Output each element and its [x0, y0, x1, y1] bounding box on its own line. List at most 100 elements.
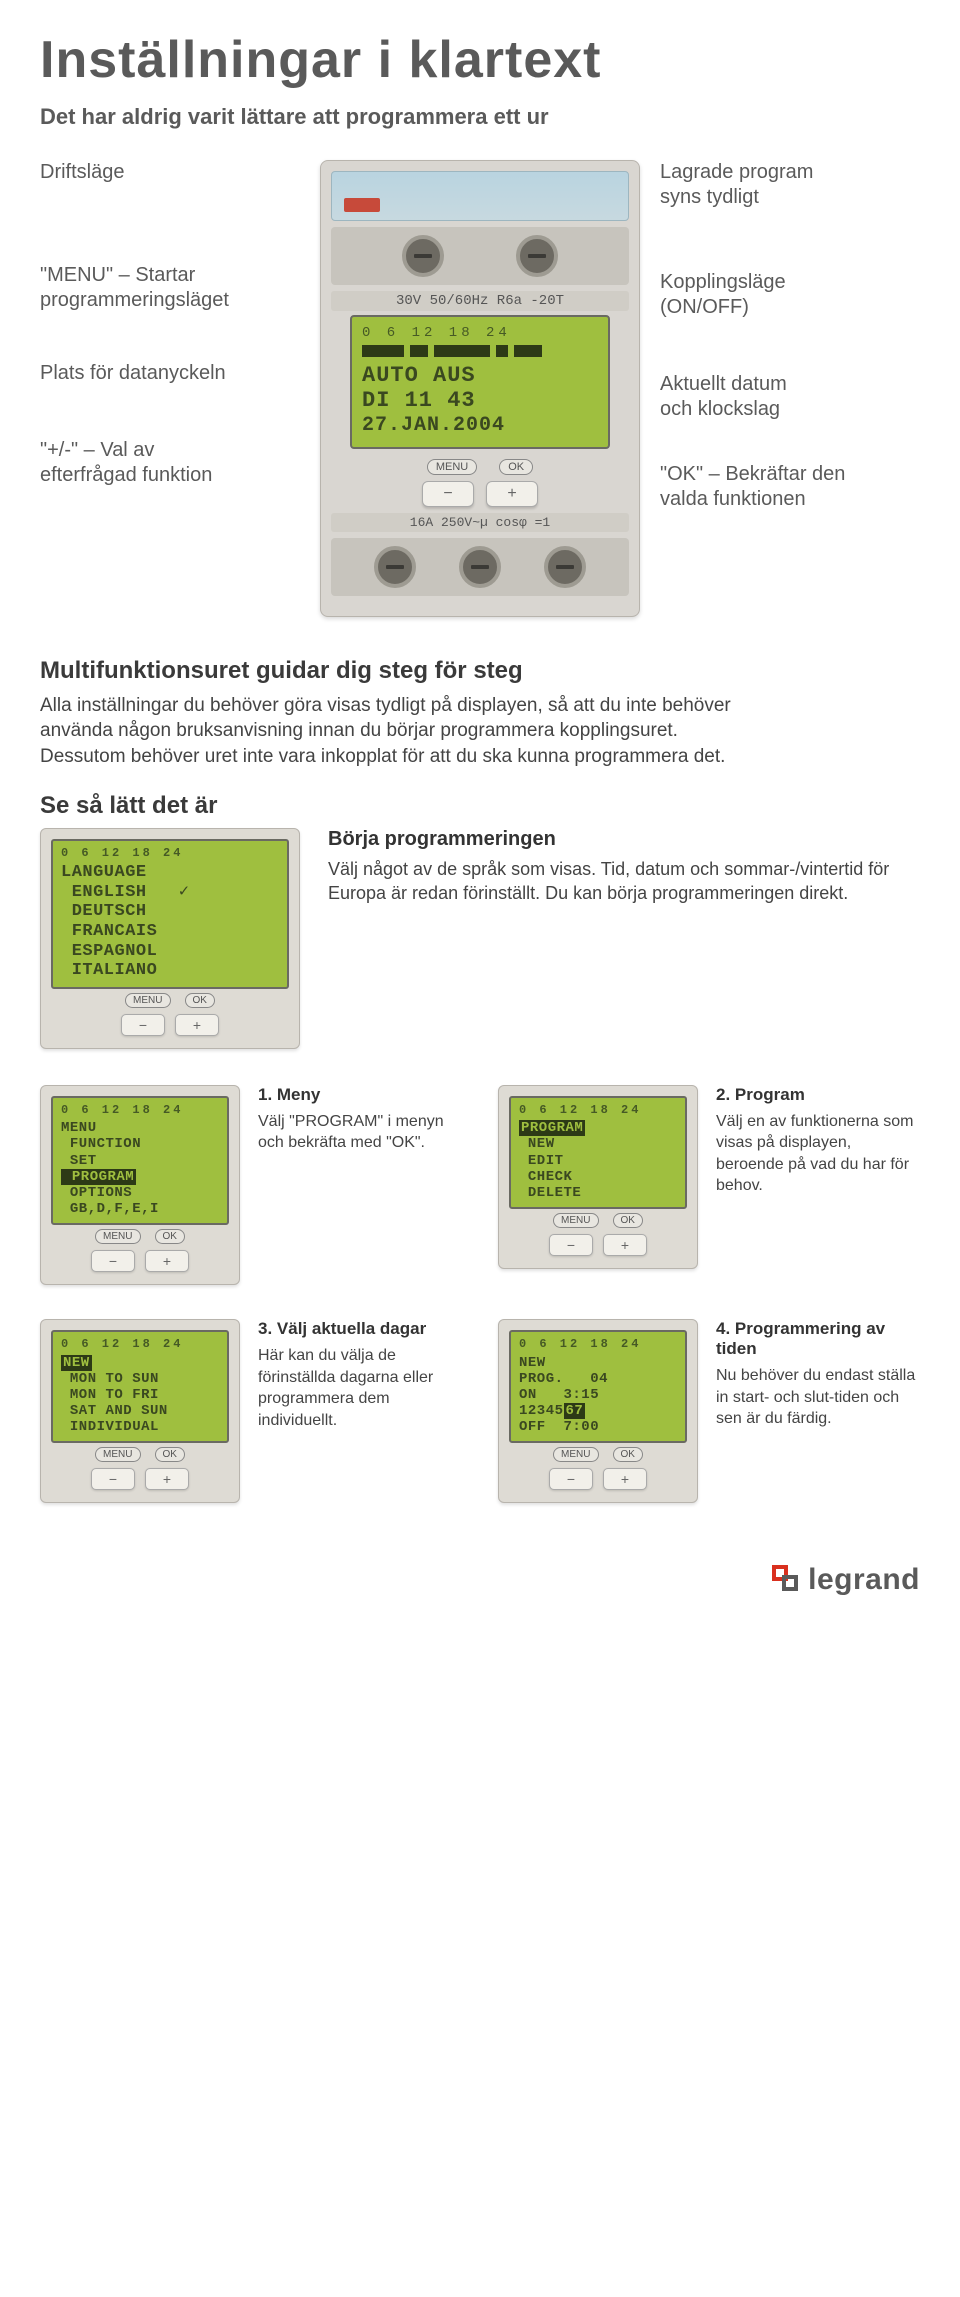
ok-button[interactable]: OK	[185, 993, 215, 1008]
minus-button[interactable]: −	[121, 1014, 165, 1036]
lcd-line: PROGRAM	[519, 1120, 677, 1136]
step-cell: 0 6 12 18 24MENU FUNCTION SET PROGRAM OP…	[40, 1085, 462, 1285]
device-spec-bottom: 16A 250V~µ cosφ =1	[331, 513, 629, 532]
minus-button[interactable]: −	[549, 1468, 593, 1490]
lcd-line: INDIVIDUAL	[61, 1419, 219, 1435]
minus-button[interactable]: −	[422, 481, 474, 507]
device-cover	[331, 171, 629, 221]
ok-button[interactable]: OK	[613, 1213, 643, 1228]
plus-button[interactable]: +	[603, 1468, 647, 1490]
menu-button[interactable]: MENU	[553, 1213, 598, 1228]
lcd-line: MON TO SUN	[61, 1371, 219, 1387]
lcd-line: SAT AND SUN	[61, 1403, 219, 1419]
mini-btn-row: MENU OK	[51, 1447, 229, 1462]
mini-lcd: 0 6 12 18 24NEWPROG. 04ON 3:151234567OFF…	[509, 1330, 687, 1443]
step-intro-text: Börja programmeringen Välj något av de s…	[328, 828, 920, 906]
lcd-line: ITALIANO	[61, 961, 279, 981]
step-body: Nu behöver du endast ställa in start- oc…	[716, 1365, 920, 1430]
diagram-label: "MENU" – Startar programmeringsläget	[40, 263, 300, 313]
step-text: 3. Välj aktuella dagarHär kan du välja d…	[258, 1319, 462, 1431]
menu-button[interactable]: MENU	[95, 1447, 140, 1462]
ok-button[interactable]: OK	[155, 1229, 185, 1244]
lcd-line: NEW	[519, 1136, 677, 1152]
guide-heading: Multifunktionsuret guidar dig steg för s…	[40, 657, 920, 685]
plus-button[interactable]: +	[486, 481, 538, 507]
lcd-bar	[410, 345, 428, 357]
lcd-line: OFF 7:00	[519, 1419, 677, 1435]
diagram-labels-left: Driftsläge "MENU" – Startar programmering…	[40, 160, 300, 488]
lcd-line: FRANCAIS	[61, 922, 279, 942]
mini-device: 0 6 12 18 24NEW MON TO SUN MON TO FRI SA…	[40, 1319, 240, 1503]
lcd-line: LANGUAGE	[61, 863, 279, 883]
plus-button[interactable]: +	[145, 1250, 189, 1272]
ok-button[interactable]: OK	[613, 1447, 643, 1462]
mini-lcd: 0 6 12 18 24NEW MON TO SUN MON TO FRI SA…	[51, 1330, 229, 1443]
lcd-line: 27.JAN.2004	[362, 414, 598, 437]
mini-device: 0 6 12 18 24MENU FUNCTION SET PROGRAM OP…	[40, 1085, 240, 1285]
plus-button[interactable]: +	[603, 1234, 647, 1256]
device-mock: 30V 50/60Hz R6a -20T 0 6 12 18 24 AUTO A…	[320, 160, 640, 617]
terminal	[516, 235, 558, 277]
menu-button[interactable]: MENU	[95, 1229, 140, 1244]
mini-lcd: 0 6 12 18 24LANGUAGE ENGLISH ✓ DEUTSCH F…	[51, 839, 289, 989]
device-diagram: Driftsläge "MENU" – Startar programmering…	[40, 160, 920, 617]
plus-button[interactable]: +	[175, 1014, 219, 1036]
page-title: Inställningar i klartext	[40, 30, 920, 90]
lcd-ruler: 0 6 12 18 24	[519, 1338, 677, 1352]
mini-device: 0 6 12 18 24NEWPROG. 04ON 3:151234567OFF…	[498, 1319, 698, 1503]
step-text: 1. MenyVälj "PROGRAM" i menyn och bekräf…	[258, 1085, 462, 1154]
lcd-ruler: 0 6 12 18 24	[61, 1338, 219, 1352]
lcd-line: GB,D,F,E,I	[61, 1201, 219, 1217]
ok-button[interactable]: OK	[155, 1447, 185, 1462]
lcd-line: OPTIONS	[61, 1185, 219, 1201]
lcd-line: FUNCTION	[61, 1136, 219, 1152]
device-terminals-bottom	[331, 538, 629, 596]
device-btn-row: MENU OK	[427, 459, 533, 475]
mini-device: 0 6 12 18 24PROGRAM NEW EDIT CHECK DELET…	[498, 1085, 698, 1269]
page-footer: legrand	[40, 1543, 920, 1600]
mini-btn-row: MENU OK	[509, 1447, 687, 1462]
lcd-bar	[514, 345, 542, 357]
mini-rocker-row: −+	[509, 1468, 687, 1490]
menu-button[interactable]: MENU	[427, 459, 477, 475]
menu-button[interactable]: MENU	[125, 993, 170, 1008]
menu-button[interactable]: MENU	[553, 1447, 598, 1462]
lcd-bar	[434, 345, 490, 357]
diagram-label: Lagrade program syns tydligt	[660, 160, 920, 210]
step-body: Välj "PROGRAM" i menyn och bekräfta med …	[258, 1111, 462, 1154]
lcd-line: CHECK	[519, 1169, 677, 1185]
lcd-bar	[496, 345, 508, 357]
lcd-ruler: 0 6 12 18 24	[61, 847, 279, 861]
diagram-label: Plats för datanyckeln	[40, 361, 300, 386]
plus-button[interactable]: +	[145, 1468, 189, 1490]
lcd-ruler: 0 6 12 18 24	[519, 1104, 677, 1118]
lcd-line: NEW	[61, 1355, 219, 1371]
step-body: Välj en av funktionerna som visas på dis…	[716, 1111, 920, 1197]
step-body: Välj något av de språk som visas. Tid, d…	[328, 857, 920, 906]
device-lcd: 0 6 12 18 24 AUTO AUS DI 11 43 27.JAN.20…	[350, 315, 610, 449]
lcd-bar	[362, 345, 404, 357]
terminal	[374, 546, 416, 588]
ok-button[interactable]: OK	[499, 459, 533, 475]
diagram-label: Driftsläge	[40, 160, 300, 185]
mini-btn-row: MENU OK	[51, 993, 289, 1008]
lcd-bars	[362, 345, 598, 357]
lcd-line: NEW	[519, 1355, 677, 1371]
lcd-line: PROGRAM	[61, 1169, 219, 1185]
mini-lcd: 0 6 12 18 24PROGRAM NEW EDIT CHECK DELET…	[509, 1096, 687, 1209]
minus-button[interactable]: −	[91, 1468, 135, 1490]
device-spec-top: 30V 50/60Hz R6a -20T	[331, 291, 629, 311]
logo-mark-icon	[772, 1565, 802, 1595]
terminal	[402, 235, 444, 277]
mini-lcd: 0 6 12 18 24MENU FUNCTION SET PROGRAM OP…	[51, 1096, 229, 1225]
minus-button[interactable]: −	[91, 1250, 135, 1272]
lcd-line: ESPAGNOL	[61, 942, 279, 962]
lcd-line: EDIT	[519, 1153, 677, 1169]
lcd-line: MENU	[61, 1120, 219, 1136]
mini-rocker-row: −+	[51, 1250, 229, 1272]
step-intro: 0 6 12 18 24LANGUAGE ENGLISH ✓ DEUTSCH F…	[40, 828, 920, 1049]
diagram-label: Kopplingsläge (ON/OFF)	[660, 270, 920, 320]
diagram-labels-right: Lagrade program syns tydligt Kopplingsläg…	[660, 160, 920, 512]
minus-button[interactable]: −	[549, 1234, 593, 1256]
lcd-line: ENGLISH ✓	[61, 883, 279, 903]
